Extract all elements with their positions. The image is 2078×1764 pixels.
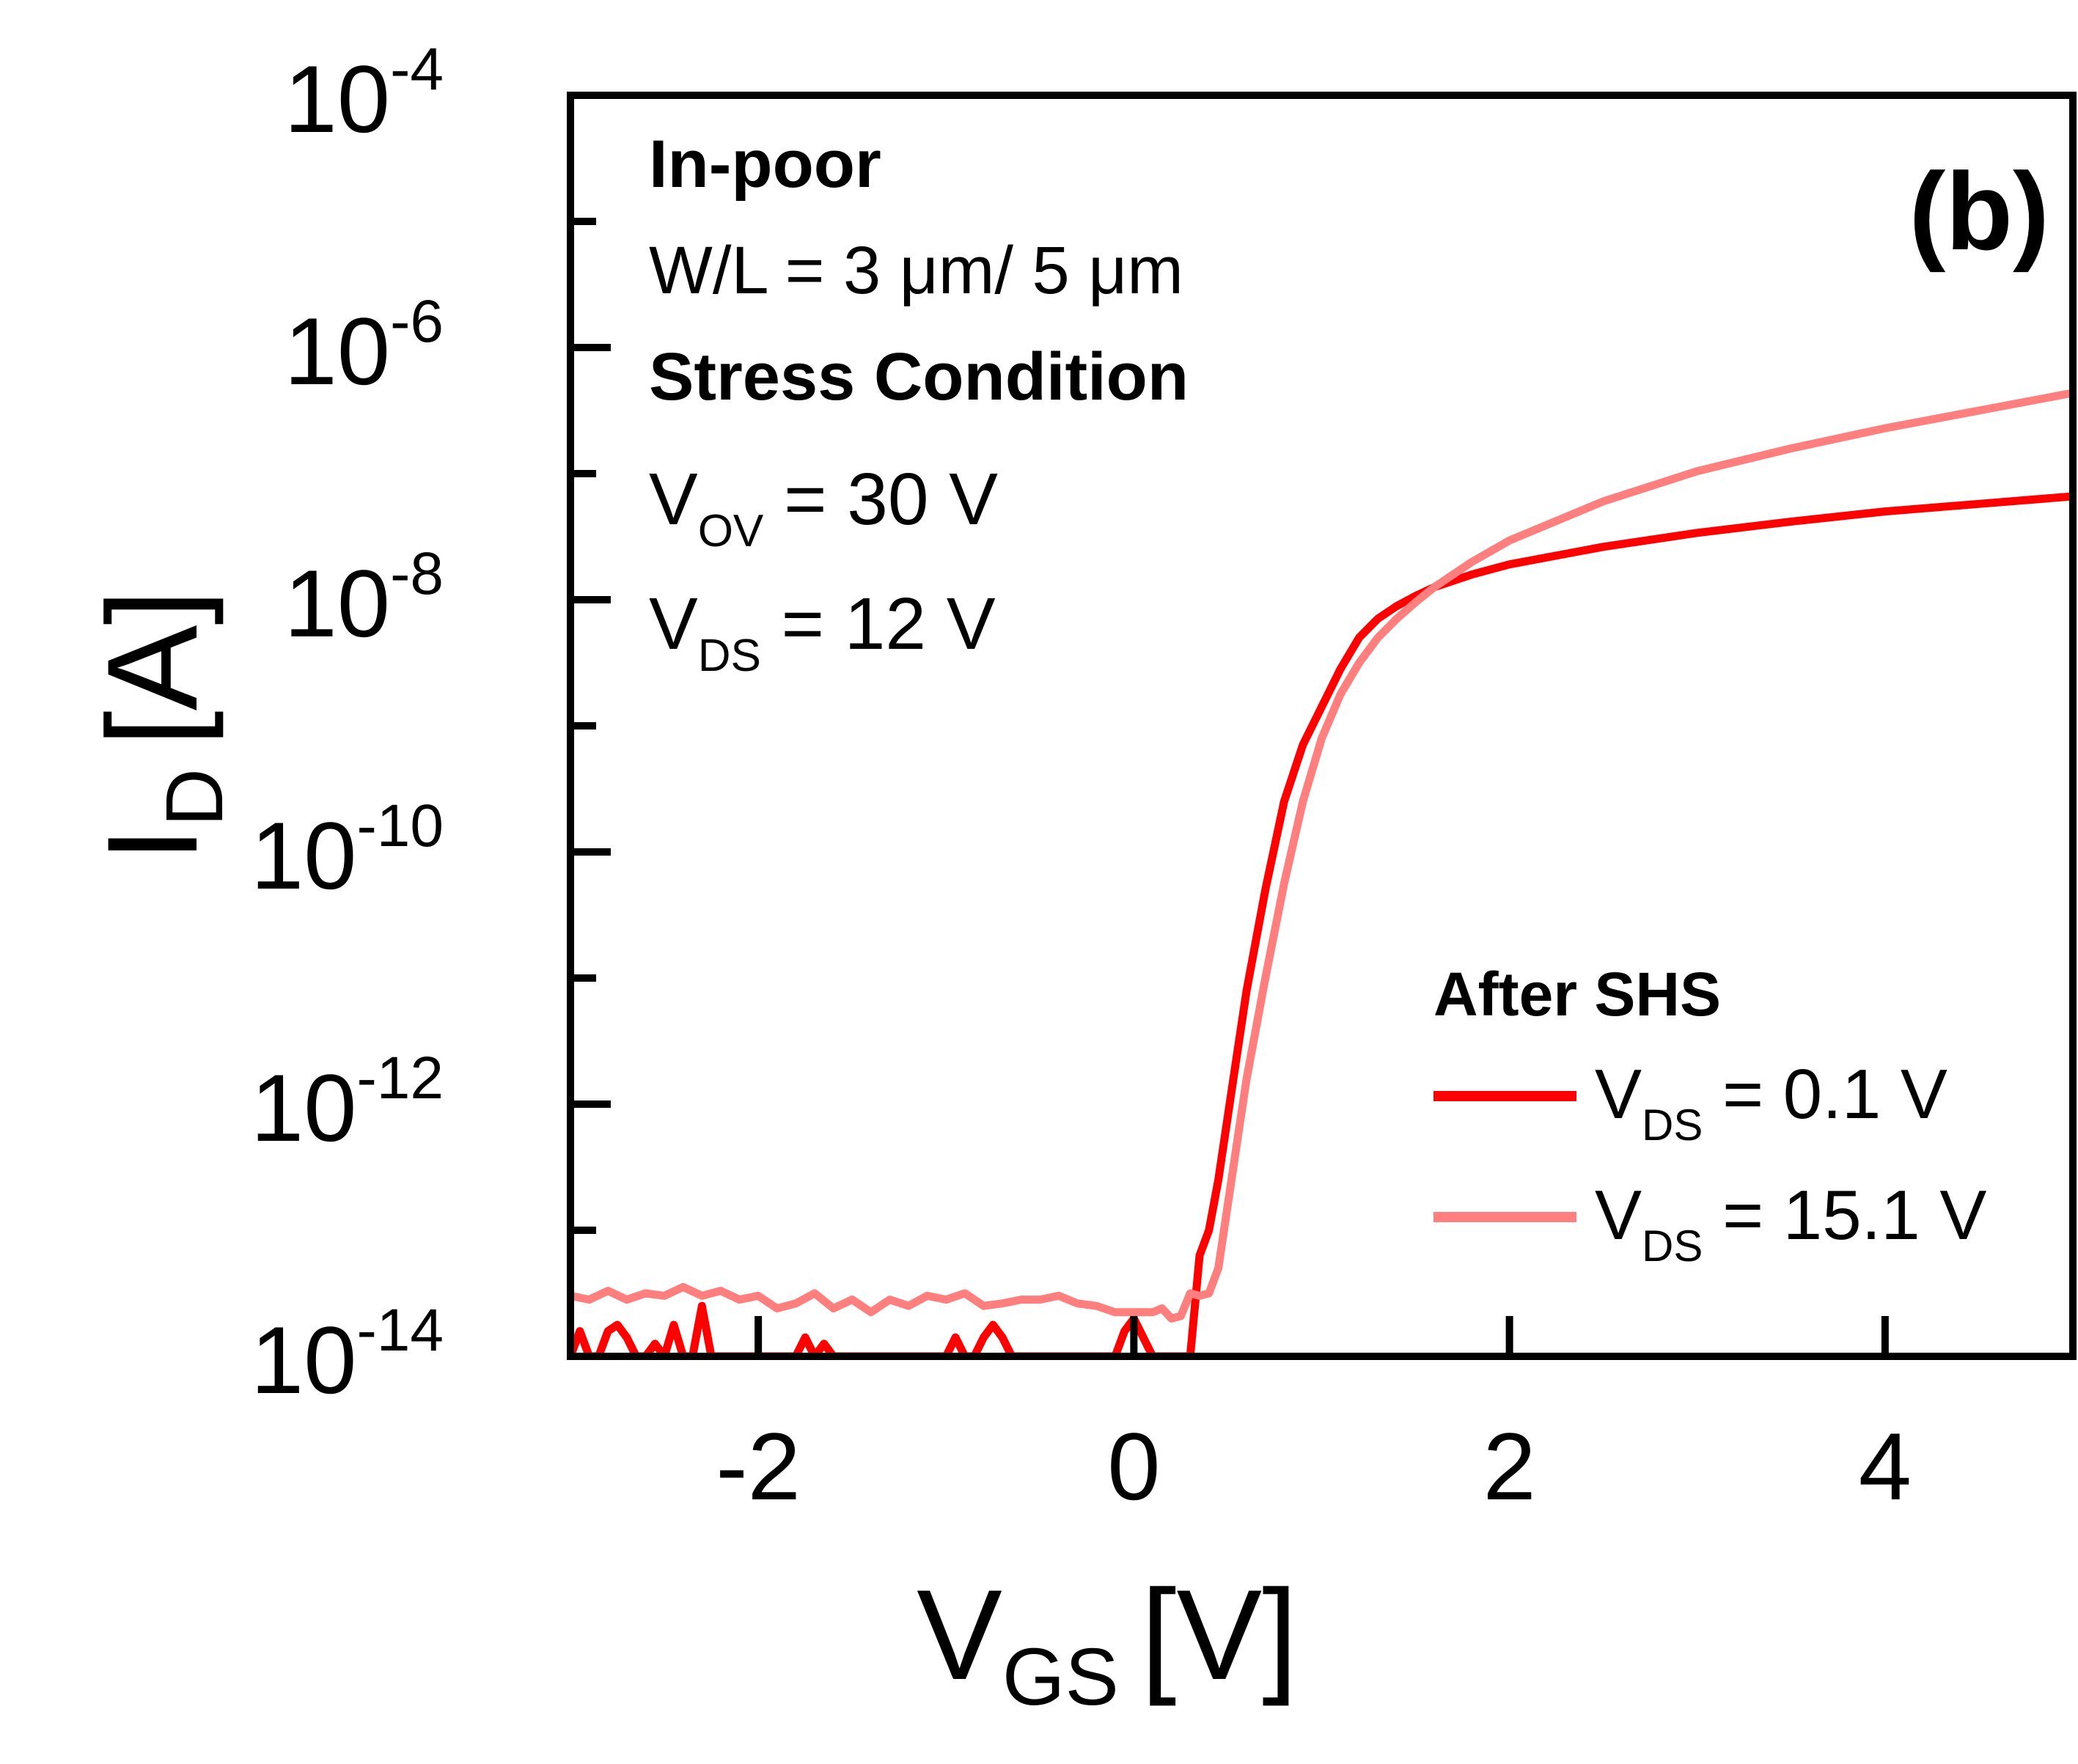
y-tick-label: 10-8: [284, 540, 444, 657]
panel-label: (b): [1909, 150, 2049, 273]
annotation-vov: VOV = 30 V: [649, 458, 998, 556]
x-tick-label: 4: [1859, 1413, 1912, 1520]
y-tick-label: 10-14: [251, 1297, 444, 1414]
x-axis-label: VGS [V]: [917, 1564, 1298, 1722]
annotation-material: In-poor: [649, 127, 881, 202]
legend-label-series-2: VDS = 15.1 V: [1595, 1176, 1986, 1271]
annotation-geometry: W/L = 3 μm/ 5 μm: [649, 233, 1183, 308]
series-layer: [570, 389, 2073, 1356]
y-tick-label: 10-4: [284, 36, 444, 152]
y-axis-label: ID[A]: [81, 589, 240, 862]
annotation-stress-heading: Stress Condition: [649, 339, 1189, 414]
legend-label-series-1: VDS = 0.1 V: [1595, 1055, 1947, 1150]
x-tick-label: 0: [1107, 1413, 1160, 1520]
y-tick-label: 10-12: [251, 1045, 444, 1161]
series-line-2: [570, 389, 2073, 1323]
x-tick-label: 2: [1483, 1413, 1535, 1520]
series-line-1: [570, 492, 2073, 1356]
y-tick-label: 10-6: [284, 288, 444, 405]
annotation-vds: VDS = 12 V: [649, 583, 996, 681]
y-tick-label: 10-10: [251, 793, 444, 909]
legend: After SHS VDS = 0.1 V VDS = 15.1 V: [1433, 960, 1986, 1271]
y-ticks: 10-4 10-6 10-8 10-10 10-12 10-14: [251, 36, 611, 1414]
legend-title: After SHS: [1433, 960, 1721, 1029]
x-ticks: -2 0 2 4: [716, 1316, 1912, 1520]
x-tick-label: -2: [716, 1413, 801, 1520]
